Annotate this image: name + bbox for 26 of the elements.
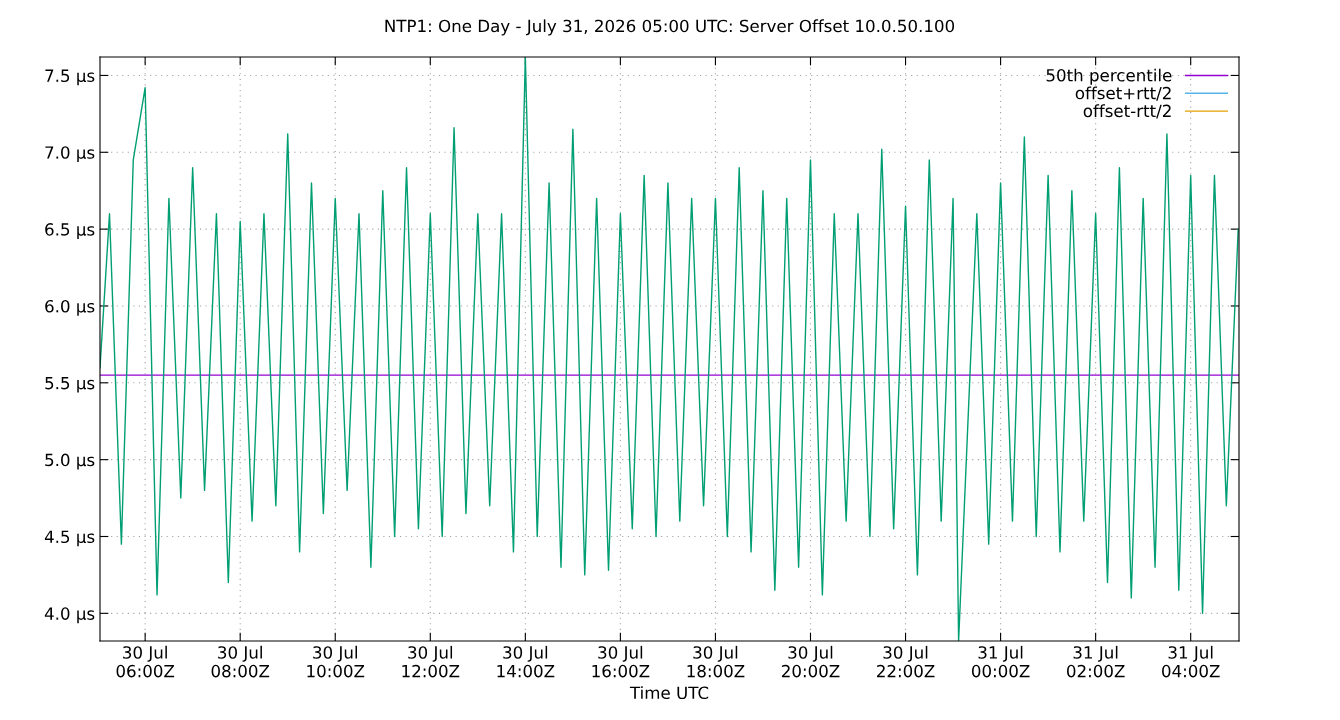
legend-label: offset+rtt/2 (1075, 86, 1171, 101)
x-axis-title: Time UTC (629, 686, 709, 700)
x-tick-label: 30 Jul 18:00Z (687, 645, 745, 678)
y-tick-label: 5.0 µs (45, 453, 95, 470)
x-tick-label: 30 Jul 16:00Z (592, 645, 650, 678)
x-tick-label: 31 Jul 00:00Z (971, 645, 1030, 678)
x-tick-label: 30 Jul 20:00Z (781, 645, 840, 678)
y-tick-label: 7.5 µs (45, 69, 95, 86)
y-tick-label: 6.0 µs (45, 299, 95, 316)
x-tick-label: 30 Jul 10:00Z (307, 645, 365, 678)
x-tick-label: 30 Jul 22:00Z (877, 645, 935, 678)
line-series (100, 57, 1239, 641)
y-tick-label: 4.5 µs (44, 530, 95, 547)
chart-title: NTP1: One Day - July 31, 2026 05:00 UTC: Server Offset 10.0.50.100 (385, 19, 955, 36)
x-tick-label: 30 Jul 08:00Z (211, 645, 270, 678)
legend-label: offset-rtt/2 (1083, 104, 1171, 119)
y-tick-label: 5.5 µs (45, 376, 95, 393)
x-tick-label: 31 Jul 02:00Z (1067, 645, 1125, 678)
y-tick-label: 7.0 µs (45, 146, 95, 163)
legend-label: 50th percentile (1046, 68, 1172, 85)
x-tick-label: 30 Jul 12:00Z (402, 645, 460, 678)
x-tick-label: 30 Jul 06:00Z (116, 645, 175, 678)
x-tick-label: 30 Jul 14:00Z (497, 645, 555, 678)
x-tick-label: 31 Jul 04:00Z (1162, 645, 1220, 678)
y-tick-label: 6.5 µs (45, 223, 95, 239)
y-tick-label: 4.0 µs (44, 607, 95, 624)
